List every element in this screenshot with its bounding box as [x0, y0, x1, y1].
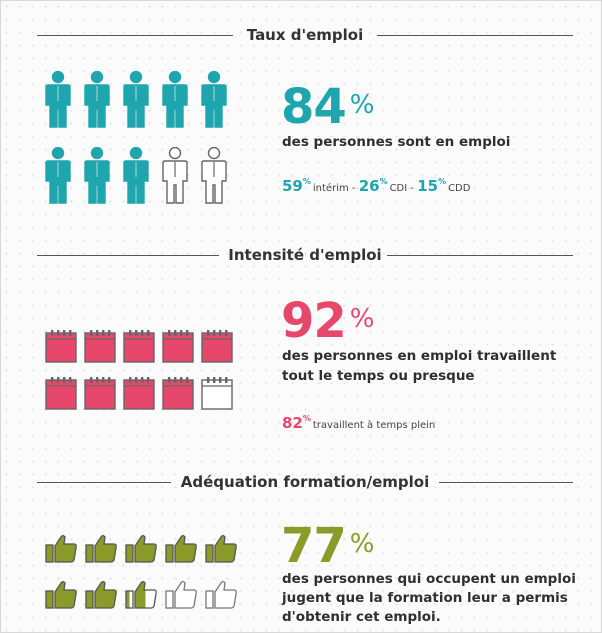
person-icon — [84, 70, 110, 133]
section-title: Taux d'emploi — [246, 26, 364, 44]
person-icon — [84, 146, 110, 209]
full-time-label: travaillent à temps plein — [312, 420, 436, 431]
divider-line — [439, 482, 573, 483]
thumbs-up-icon — [45, 579, 79, 613]
calendar-icon — [84, 329, 116, 367]
thumbs-up-icon — [205, 579, 239, 613]
thumbs-up-icon — [45, 533, 79, 567]
thumbs-up-icon — [205, 533, 239, 567]
person-icon — [45, 70, 71, 133]
employment-intensity-description: des personnes en emploi travaillent tout… — [282, 348, 557, 384]
employment-rate-description: des personnes sont en emploi — [282, 134, 511, 150]
calendar-icon — [45, 376, 77, 414]
calendar-icon — [84, 376, 116, 414]
section-header-employment-rate: Taux d'emploi — [37, 25, 573, 45]
calendar-icon — [162, 329, 194, 367]
contract-breakdown: 59%intérim - 26%CDI - 15%CDD — [282, 177, 471, 195]
divider-line — [377, 35, 573, 36]
full-time-value: 82 — [282, 414, 303, 432]
interim-value: 59 — [282, 177, 303, 195]
person-icon — [201, 70, 227, 133]
section-title: Adéquation formation/emploi — [180, 473, 430, 491]
calendar-icon — [123, 329, 155, 367]
full-time-stat: 82%travaillent à temps plein — [282, 414, 436, 432]
divider-line — [37, 482, 171, 483]
person-icon — [45, 146, 71, 209]
section-header-training-match: Adéquation formation/emploi — [37, 472, 573, 492]
training-match-description: des personnes qui occupent un emploi jug… — [282, 571, 576, 625]
cdi-label: CDI — [389, 183, 408, 194]
section-header-employment-intensity: Intensité d'emploi — [37, 245, 573, 265]
person-icon — [201, 146, 227, 209]
person-icon — [123, 146, 149, 209]
thumbs-up-icon — [165, 579, 199, 613]
section-title: Intensité d'emploi — [228, 246, 382, 264]
cdd-label: CDD — [448, 183, 471, 194]
person-icon — [162, 146, 188, 209]
thumbs-up-icon — [125, 579, 159, 613]
calendar-icon — [123, 376, 155, 414]
calendar-icon — [201, 329, 233, 367]
cdi-value: 26 — [358, 177, 380, 195]
divider-line — [387, 255, 573, 256]
person-icon — [162, 70, 188, 133]
thumbs-up-icon — [85, 579, 119, 613]
thumbs-up-icon — [165, 533, 199, 567]
divider-line — [37, 35, 233, 36]
person-icon — [123, 70, 149, 133]
interim-label: intérim — [312, 183, 349, 194]
thumbs-up-icon — [85, 533, 119, 567]
divider-line — [37, 255, 219, 256]
thumbs-up-icon — [125, 533, 159, 567]
training-match-value: 77% — [281, 518, 375, 574]
employment-intensity-value: 92% — [281, 293, 375, 349]
calendar-icon — [45, 329, 77, 367]
employment-rate-value: 84% — [281, 79, 375, 135]
calendar-icon — [162, 376, 194, 414]
cdd-value: 15 — [417, 177, 439, 195]
calendar-icon — [201, 376, 233, 414]
